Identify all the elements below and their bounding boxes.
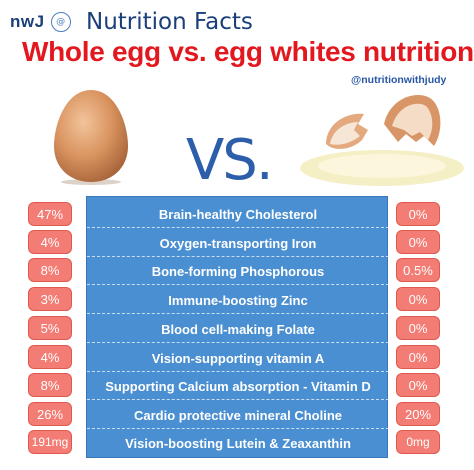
row-divider xyxy=(87,428,389,429)
egg-white-value: 0% xyxy=(396,202,440,226)
whole-egg-value: 3% xyxy=(28,287,72,311)
egg-white-value: 0% xyxy=(396,316,440,340)
nutrient-label: Oxygen-transporting Iron xyxy=(159,235,317,251)
page-title: Whole egg vs. egg whites nutrition xyxy=(22,36,474,67)
whole-egg-value: 47% xyxy=(28,202,72,226)
whole-egg-value: 26% xyxy=(28,402,72,426)
whole-egg-value: 4% xyxy=(28,345,72,369)
row-divider xyxy=(87,342,389,343)
egg-white-value: 20% xyxy=(396,402,440,426)
egg-white-value: 0% xyxy=(396,345,440,369)
logo: nwJ @ xyxy=(10,12,71,32)
egg-white-value: 0% xyxy=(396,287,440,311)
logo-text: nwJ xyxy=(10,12,45,31)
nutrient-label: Cardio protective mineral Choline xyxy=(133,407,343,423)
whole-egg-value: 191mg xyxy=(28,430,72,454)
row-divider xyxy=(87,313,389,314)
whole-egg-value: 5% xyxy=(28,316,72,340)
nutrient-label: Supporting Calcium absorption - Vitamin … xyxy=(105,378,371,394)
whole-egg-value: 8% xyxy=(28,258,72,282)
egg-whites-icon xyxy=(300,95,464,186)
whole-egg-value: 4% xyxy=(28,230,72,254)
social-handle: @nutritionwithjudy xyxy=(351,74,447,86)
whole-egg-value: 8% xyxy=(28,373,72,397)
row-divider xyxy=(87,371,389,372)
nutrient-label: Vision-boosting Lutein & Zeaxanthin xyxy=(125,435,351,451)
logo-badge-icon: @ xyxy=(50,12,71,32)
nutrient-label: Vision-supporting vitamin A xyxy=(151,350,325,366)
nutrient-label: Bone-forming Phosphorous xyxy=(151,263,325,279)
nutrient-panel: Brain-healthy Cholesterol Oxygen-transpo… xyxy=(86,196,389,458)
row-divider xyxy=(87,256,389,257)
whole-egg-icon xyxy=(54,90,128,185)
egg-white-value: 0mg xyxy=(396,430,440,454)
brand-title: Nutrition Facts xyxy=(86,9,253,35)
nutrient-label: Blood cell-making Folate xyxy=(161,321,315,337)
row-divider xyxy=(87,227,389,228)
egg-white-value: 0.5% xyxy=(396,258,440,282)
vs-label: VS. xyxy=(186,128,274,193)
egg-white-value: 0% xyxy=(396,373,440,397)
nutrient-label: Brain-healthy Cholesterol xyxy=(158,206,318,222)
egg-white-value: 0% xyxy=(396,230,440,254)
row-divider xyxy=(87,399,389,400)
row-divider xyxy=(87,284,389,285)
nutrient-label: Immune-boosting Zinc xyxy=(168,292,308,308)
